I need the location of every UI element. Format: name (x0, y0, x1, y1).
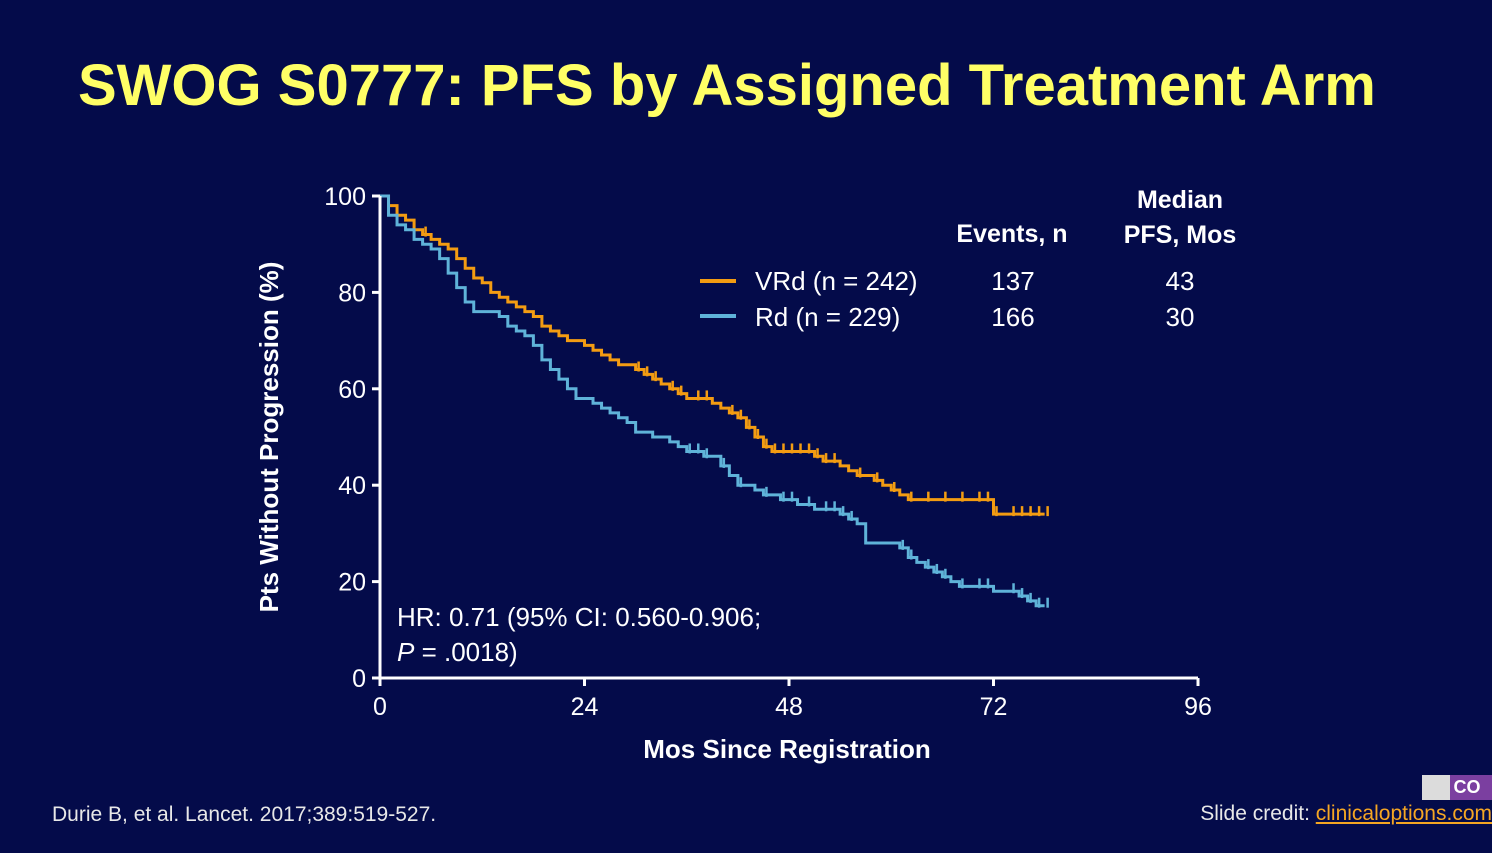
hr-annotation-line2: P = .0018) (397, 637, 518, 667)
y-tick-label: 0 (352, 665, 366, 693)
credit-link[interactable]: clinicaloptions.com (1315, 802, 1492, 825)
plot-lines (380, 194, 1049, 608)
y-axis-label: Pts Without Progression (%) (254, 262, 284, 613)
km-curve-rd (380, 194, 1045, 608)
y-tick-label: 40 (338, 472, 366, 500)
legend-label-vrd: VRd (n = 242) (755, 266, 918, 296)
p-value: = .0018) (414, 637, 517, 667)
hr-annotation-line1: HR: 0.71 (95% CI: 0.560-0.906; (397, 602, 761, 632)
x-axis-label: Mos Since Registration (643, 734, 931, 764)
legend-label-rd: Rd (n = 229) (755, 302, 900, 332)
y-tick-label: 60 (338, 376, 366, 404)
median-vrd: 43 (1166, 266, 1195, 296)
slide-title: SWOG S0777: PFS by Assigned Treatment Ar… (78, 53, 1376, 118)
median-rd: 30 (1166, 302, 1195, 332)
events-vrd: 137 (991, 266, 1034, 296)
y-tick-label: 20 (338, 569, 366, 597)
x-tick-label: 96 (1184, 693, 1212, 721)
y-tick-label: 100 (324, 183, 366, 211)
events-header: Events, n (956, 220, 1067, 248)
median-header-line1: Median (1137, 186, 1223, 214)
x-tick-label: 24 (571, 693, 599, 721)
y-tick-label: 80 (338, 279, 366, 307)
citation: Durie B, et al. Lancet. 2017;389:519-527… (52, 803, 437, 826)
events-rd: 166 (991, 302, 1034, 332)
km-curve-vrd (380, 194, 1045, 516)
x-tick-label: 0 (373, 693, 387, 721)
axis-ticks: 0 20 40 60 80 100 0 24 48 72 96 (324, 183, 1212, 721)
credit-label: Slide credit: (1200, 802, 1316, 825)
clinical-options-logo: CO (1422, 775, 1492, 800)
p-symbol: P (397, 637, 415, 667)
x-tick-label: 72 (980, 693, 1008, 721)
slide-credit: Slide credit: clinicaloptions.com (1200, 802, 1492, 826)
x-tick-label: 48 (775, 693, 803, 721)
median-header-line2: PFS, Mos (1124, 221, 1237, 249)
